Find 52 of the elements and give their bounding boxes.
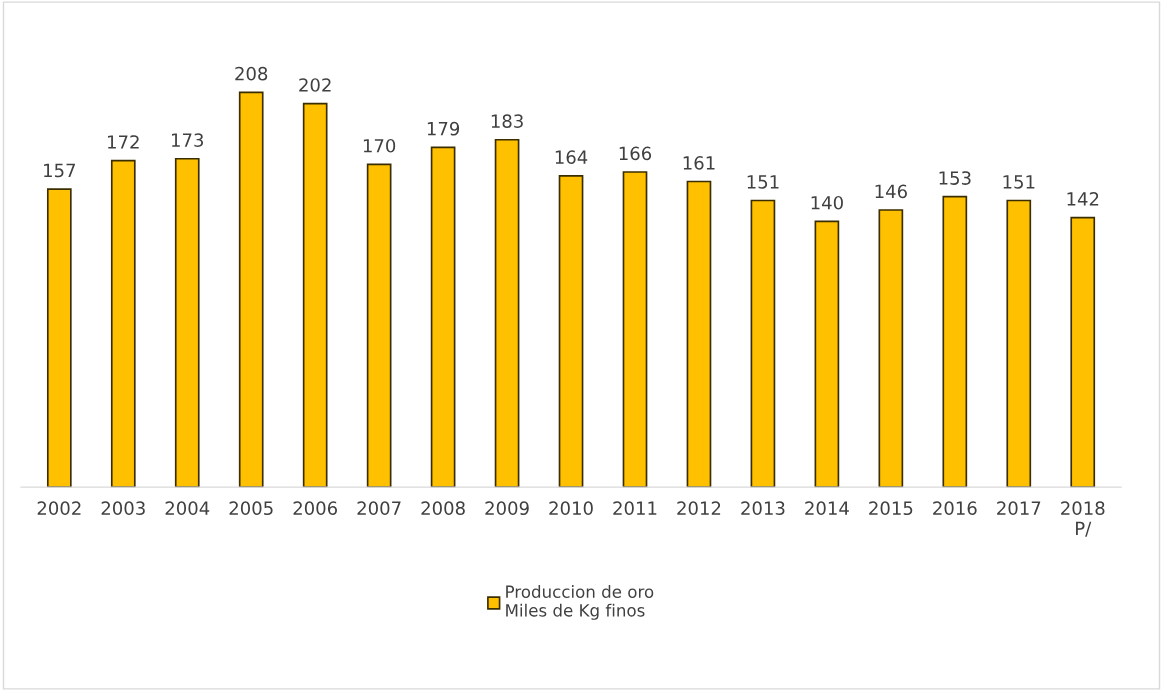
bar <box>814 220 840 488</box>
x-tick-label: 2012 <box>677 501 721 516</box>
data-label: 164 <box>555 150 588 164</box>
x-tick-label: 2003 <box>101 501 145 516</box>
data-label: 179 <box>427 121 460 136</box>
data-label: 202 <box>299 78 331 92</box>
data-label: 153 <box>939 171 971 185</box>
bar <box>750 199 776 488</box>
data-label: 170 <box>363 138 396 153</box>
x-tick-label: 2007 <box>357 501 401 516</box>
x-tick-label: 2004 <box>165 501 210 516</box>
x-tick-label: 2013 <box>741 501 785 516</box>
bar <box>110 159 136 488</box>
data-label: 151 <box>747 175 779 189</box>
data-label: 173 <box>171 133 204 147</box>
x-tick-label: 2011 <box>613 501 657 516</box>
legend-label: Produccion de oro Miles de Kg finos <box>506 585 654 620</box>
bar <box>430 146 456 488</box>
x-tick-label: 2014 <box>805 501 849 516</box>
x-tick-label: 2005 <box>229 501 273 516</box>
data-label: 140 <box>811 195 843 210</box>
data-label: 183 <box>491 114 523 128</box>
data-label: 161 <box>683 156 715 170</box>
bar <box>174 157 200 488</box>
x-tick-label: 2015 <box>869 501 913 516</box>
data-label: 208 <box>235 66 268 81</box>
bar <box>942 195 968 488</box>
data-label: 157 <box>44 163 75 178</box>
x-tick-label: 2018 P/ <box>1061 501 1105 537</box>
bar <box>302 102 328 488</box>
bar <box>238 91 264 488</box>
data-label: 142 <box>1067 192 1099 206</box>
x-tick-label: 2016 <box>933 501 977 516</box>
data-label: 172 <box>108 135 139 149</box>
x-tick-label: 2002 <box>37 501 81 516</box>
x-tick-label: 2006 <box>293 501 338 516</box>
bar <box>558 174 584 488</box>
data-label: 166 <box>619 146 652 161</box>
data-label: 146 <box>875 184 907 199</box>
x-tick-label: 2008 <box>421 501 465 516</box>
bar <box>686 180 712 488</box>
x-tick-label: 2017 <box>997 501 1041 516</box>
bar <box>878 209 904 488</box>
bar <box>46 188 72 488</box>
bar <box>622 171 648 488</box>
bar <box>494 138 520 488</box>
x-tick-label: 2010 <box>549 501 593 516</box>
bar <box>1070 216 1096 488</box>
bar <box>366 163 392 488</box>
bar <box>1006 199 1032 488</box>
data-label: 151 <box>1003 175 1035 189</box>
x-tick-label: 2009 <box>485 501 529 516</box>
